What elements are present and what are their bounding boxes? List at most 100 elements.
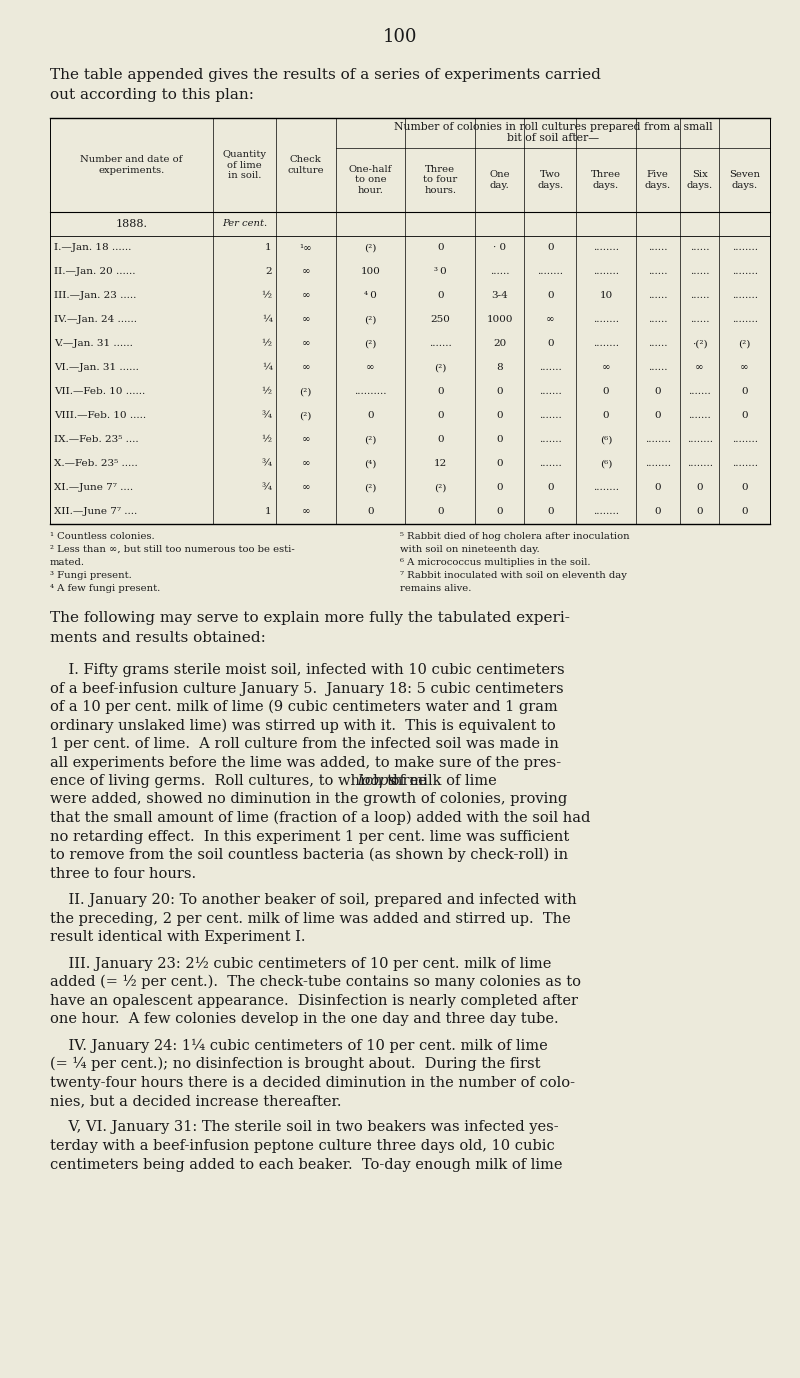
Text: with soil on nineteenth day.: with soil on nineteenth day.: [400, 546, 540, 554]
Text: ........: ........: [538, 267, 563, 277]
Text: ½: ½: [262, 339, 272, 349]
Text: 100: 100: [361, 267, 381, 277]
Text: 0: 0: [437, 412, 444, 420]
Text: V.—Jan. 31 ......: V.—Jan. 31 ......: [54, 339, 133, 349]
Text: of milk of lime: of milk of lime: [386, 774, 497, 788]
Text: 1: 1: [266, 244, 272, 252]
Text: ¾: ¾: [262, 412, 272, 420]
Text: Five
days.: Five days.: [645, 171, 671, 190]
Text: ence of living germs.  Roll cultures, to which three: ence of living germs. Roll cultures, to …: [50, 774, 431, 788]
Text: ∞: ∞: [302, 507, 310, 517]
Text: 0: 0: [742, 387, 748, 397]
Text: ∞: ∞: [302, 459, 310, 469]
Text: 1 per cent. of lime.  A roll culture from the infected soil was made in: 1 per cent. of lime. A roll culture from…: [50, 737, 559, 751]
Text: ⁶ A micrococcus multiplies in the soil.: ⁶ A micrococcus multiplies in the soil.: [400, 558, 590, 566]
Text: to remove from the soil countless bacteria (as shown by check-roll) in: to remove from the soil countless bacter…: [50, 847, 568, 863]
Text: Per cent.: Per cent.: [222, 219, 267, 229]
Text: loops: loops: [358, 774, 397, 788]
Text: ........: ........: [593, 507, 619, 517]
Text: 0: 0: [547, 244, 554, 252]
Text: ⁴ 0: ⁴ 0: [364, 292, 377, 300]
Text: 0: 0: [742, 484, 748, 492]
Text: .......: .......: [688, 387, 711, 397]
Text: the preceding, 2 per cent. milk of lime was added and stirred up.  The: the preceding, 2 per cent. milk of lime …: [50, 911, 570, 926]
Text: II.—Jan. 20 ......: II.—Jan. 20 ......: [54, 267, 135, 277]
Text: ......: ......: [690, 292, 710, 300]
Text: (²): (²): [365, 316, 377, 324]
Text: that the small amount of lime (fraction of a loop) added with the soil had: that the small amount of lime (fraction …: [50, 812, 590, 825]
Text: ½: ½: [262, 292, 272, 300]
Text: ∞: ∞: [302, 316, 310, 324]
Text: ² Less than ∞, but still too numerous too be esti-: ² Less than ∞, but still too numerous to…: [50, 546, 294, 554]
Text: XI.—June 7⁷ ....: XI.—June 7⁷ ....: [54, 484, 133, 492]
Text: ......: ......: [490, 267, 510, 277]
Text: (⁶): (⁶): [600, 459, 612, 469]
Text: ......: ......: [648, 292, 667, 300]
Text: 0: 0: [602, 387, 610, 397]
Text: 10: 10: [599, 292, 613, 300]
Text: ³ 0: ³ 0: [434, 267, 446, 277]
Text: ⁴ A few fungi present.: ⁴ A few fungi present.: [50, 584, 160, 593]
Text: Two
days.: Two days.: [537, 171, 563, 190]
Text: .......: .......: [429, 339, 452, 349]
Text: 0: 0: [437, 435, 444, 445]
Text: ordinary unslaked lime) was stirred up with it.  This is equivalent to: ordinary unslaked lime) was stirred up w…: [50, 718, 556, 733]
Text: 0: 0: [696, 484, 703, 492]
Text: 0: 0: [696, 507, 703, 517]
Text: IV. January 24: 1¼ cubic centimeters of 10 per cent. milk of lime: IV. January 24: 1¼ cubic centimeters of …: [50, 1039, 548, 1053]
Text: ·(²): ·(²): [692, 339, 707, 349]
Text: 1: 1: [266, 507, 272, 517]
Text: ......: ......: [690, 267, 710, 277]
Text: 250: 250: [430, 316, 450, 324]
Text: 0: 0: [742, 507, 748, 517]
Text: (²): (²): [365, 339, 377, 349]
Text: 0: 0: [367, 412, 374, 420]
Text: IV.—Jan. 24 ......: IV.—Jan. 24 ......: [54, 316, 137, 324]
Text: ∞: ∞: [366, 364, 375, 372]
Text: III.—Jan. 23 .....: III.—Jan. 23 .....: [54, 292, 136, 300]
Text: (²): (²): [300, 387, 312, 397]
Text: VII.—Feb. 10 ......: VII.—Feb. 10 ......: [54, 387, 146, 397]
Text: ¼: ¼: [262, 316, 272, 324]
Text: ⁵ Rabbit died of hog cholera after inoculation: ⁵ Rabbit died of hog cholera after inocu…: [400, 532, 630, 542]
Text: ¾: ¾: [262, 459, 272, 469]
Text: One-half
to one
hour.: One-half to one hour.: [349, 165, 392, 194]
Text: 0: 0: [437, 507, 444, 517]
Text: nies, but a decided increase thereafter.: nies, but a decided increase thereafter.: [50, 1094, 342, 1108]
Text: 20: 20: [493, 339, 506, 349]
Text: 0: 0: [497, 507, 503, 517]
Text: 0: 0: [547, 507, 554, 517]
Text: 1888.: 1888.: [115, 219, 147, 229]
Text: II. January 20: To another beaker of soil, prepared and infected with: II. January 20: To another beaker of soi…: [50, 893, 577, 907]
Text: (²): (²): [300, 412, 312, 420]
Text: X.—Feb. 23⁵ .....: X.—Feb. 23⁵ .....: [54, 459, 138, 469]
Text: VIII.—Feb. 10 .....: VIII.—Feb. 10 .....: [54, 412, 146, 420]
Text: Quantity
of lime
in soil.: Quantity of lime in soil.: [222, 150, 266, 181]
Text: .......: .......: [539, 364, 562, 372]
Text: .......: .......: [539, 387, 562, 397]
Text: 0: 0: [547, 484, 554, 492]
Text: (²): (²): [738, 339, 750, 349]
Text: ∞: ∞: [302, 435, 310, 445]
Text: Check
culture: Check culture: [287, 156, 324, 175]
Text: 0: 0: [497, 387, 503, 397]
Text: ......: ......: [690, 316, 710, 324]
Text: One
day.: One day.: [490, 171, 510, 190]
Text: ........: ........: [732, 267, 758, 277]
Text: (²): (²): [365, 435, 377, 445]
Text: 0: 0: [497, 484, 503, 492]
Text: (⁶): (⁶): [600, 435, 612, 445]
Text: .......: .......: [688, 412, 711, 420]
Text: ¼: ¼: [262, 364, 272, 372]
Text: all experiments before the lime was added, to make sure of the pres-: all experiments before the lime was adde…: [50, 755, 561, 769]
Text: The table appended gives the results of a series of experiments carried: The table appended gives the results of …: [50, 68, 601, 83]
Text: ∞: ∞: [740, 364, 749, 372]
Text: Seven
days.: Seven days.: [729, 171, 760, 190]
Text: ........: ........: [732, 244, 758, 252]
Text: Six
days.: Six days.: [686, 171, 713, 190]
Text: 0: 0: [602, 412, 610, 420]
Text: out according to this plan:: out according to this plan:: [50, 88, 254, 102]
Text: ........: ........: [645, 435, 671, 445]
Text: Three
days.: Three days.: [591, 171, 621, 190]
Text: (²): (²): [434, 484, 446, 492]
